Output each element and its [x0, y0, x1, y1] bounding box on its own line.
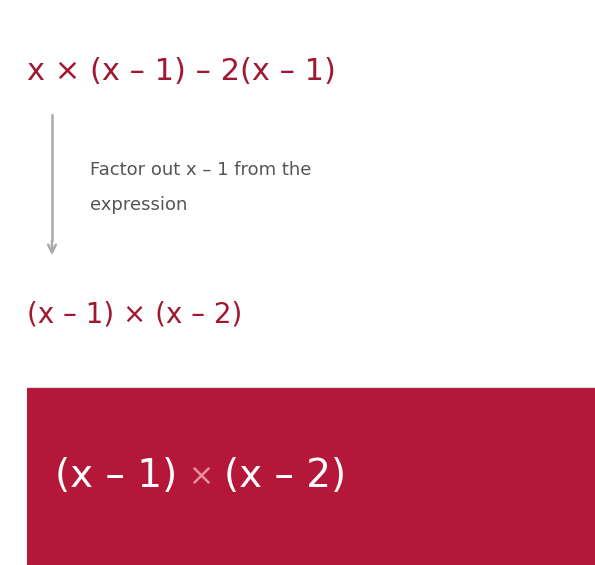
Text: Factor out x – 1 from the: Factor out x – 1 from the [90, 161, 311, 179]
Text: (x – 1): (x – 1) [55, 457, 177, 495]
Text: (x – 2): (x – 2) [224, 457, 346, 495]
Text: expression: expression [90, 196, 187, 214]
Text: ×: × [179, 462, 224, 490]
Text: (x – 1) × (x – 2): (x – 1) × (x – 2) [27, 301, 242, 329]
Bar [27, 387, 595, 565]
Bar [0, 0, 595, 387]
Text: x × (x – 1) – 2(x – 1): x × (x – 1) – 2(x – 1) [27, 58, 336, 86]
